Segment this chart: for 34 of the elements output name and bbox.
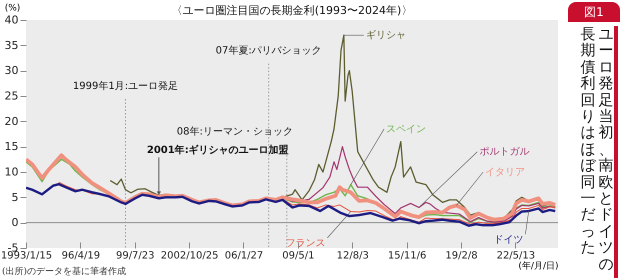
x-tick-label: 06/1/27: [224, 250, 264, 262]
text: (出所)のデータを基に筆者作成: [2, 266, 126, 278]
y-tick-label: 0: [12, 216, 18, 230]
x-tick-label: 09/5/1: [282, 250, 314, 262]
y-tick-label: 35: [4, 38, 18, 52]
caption: 図1: [568, 2, 620, 22]
text: スペイン: [386, 124, 426, 135]
text: フランス: [285, 238, 326, 249]
x-axis-title: (年/月/日): [518, 260, 558, 272]
x-tick-label: 19/2/8: [445, 250, 478, 262]
y-tick-label: 5: [12, 190, 18, 204]
text: ギリシャ: [366, 29, 406, 42]
chart-title: 〈ユーロ圏注目国の長期金利(1993〜2024年)〉: [170, 3, 414, 18]
x-tick-label: 2002/10/25: [160, 250, 218, 262]
x-tick-label: 22/5/13: [496, 250, 536, 262]
ref-line-label: 1999年1月:ユーロ発足: [72, 80, 178, 92]
y-tick-label: 40: [4, 14, 18, 26]
x-tick-label: 12/8/3: [336, 250, 369, 262]
x-tick-label: 99/7/23: [116, 250, 155, 262]
text: ユーロ発足当初、南欧とドイツの長期債利回りはほぼ同一だった: [580, 25, 614, 273]
ref-line-label: 08年:リーマン・ショック: [176, 126, 293, 138]
text: イタリア: [485, 167, 526, 178]
annotation: 2001年:ギリシャのユーロ加盟: [146, 144, 289, 156]
y-tick-label: 10: [4, 166, 18, 178]
ref-line-label: 07年夏:パリバショック: [216, 44, 322, 56]
x-tick-label: 96/4/19: [62, 250, 100, 262]
y-axis-title: (%): [4, 4, 20, 14]
y-tick-label: 15: [4, 140, 18, 154]
series-label: ドイツ: [493, 234, 524, 246]
y-tick-label: 25: [4, 90, 18, 102]
y-tick-label: 20: [4, 114, 18, 128]
text: ポルトガル: [479, 146, 530, 158]
x-tick-label: 15/11/6: [388, 250, 426, 262]
y-tick-label: 30: [4, 64, 18, 78]
